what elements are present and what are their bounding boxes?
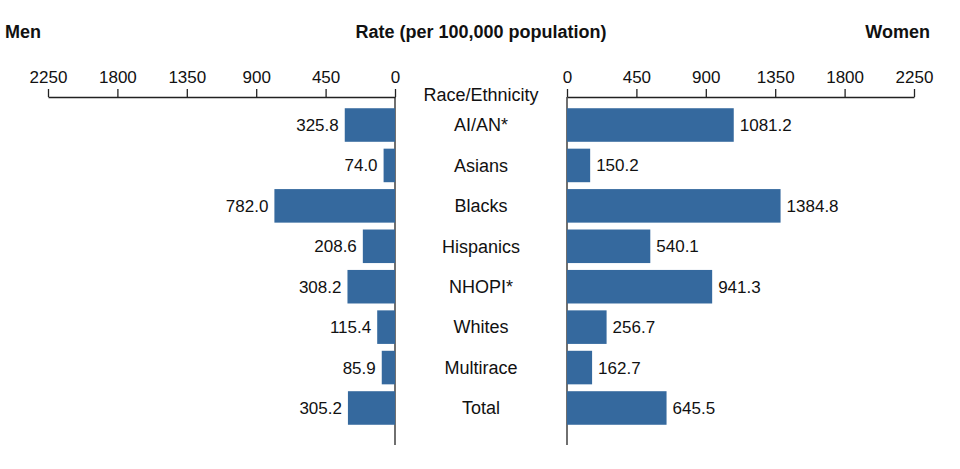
category-label: Hispanics bbox=[442, 237, 520, 257]
bar bbox=[347, 270, 395, 304]
category-label: Multirace bbox=[444, 358, 517, 378]
data-label: 782.0 bbox=[226, 197, 269, 216]
bar bbox=[567, 391, 667, 425]
data-label: 85.9 bbox=[343, 359, 376, 378]
tick: 2250 bbox=[30, 68, 68, 97]
tick-mark bbox=[325, 89, 326, 97]
tick-mark bbox=[48, 89, 49, 97]
bar bbox=[274, 189, 395, 223]
data-label: 325.8 bbox=[296, 116, 339, 135]
tick-label: 0 bbox=[563, 68, 572, 87]
bars bbox=[274, 108, 395, 425]
tick: 900 bbox=[243, 68, 271, 97]
panel-title: Women bbox=[865, 22, 930, 42]
bar bbox=[345, 108, 395, 142]
tick-label: 450 bbox=[623, 68, 651, 87]
bar bbox=[382, 351, 395, 385]
category-label: Asians bbox=[454, 156, 508, 176]
category-label: NHOPI* bbox=[449, 277, 513, 297]
tick: 1800 bbox=[99, 68, 137, 97]
data-label: 941.3 bbox=[718, 278, 761, 297]
tick: 0 bbox=[563, 68, 572, 97]
tick-mark bbox=[844, 89, 845, 97]
data-label: 645.5 bbox=[673, 399, 716, 418]
panel-title: Men bbox=[5, 22, 41, 42]
bar bbox=[348, 391, 395, 425]
data-label: 1081.2 bbox=[740, 116, 792, 135]
tick-label: 0 bbox=[391, 68, 400, 87]
data-labels: 1081.2 150.2 1384.8 540.1 941.3 256.7 162.7 645… bbox=[596, 116, 838, 418]
data-label: 162.7 bbox=[598, 359, 641, 378]
tick-label: 1800 bbox=[99, 68, 137, 87]
data-label: 540.1 bbox=[656, 237, 699, 256]
tick: 1350 bbox=[757, 68, 795, 97]
tick-mark bbox=[706, 89, 707, 97]
axis-line bbox=[568, 97, 915, 98]
tick-mark bbox=[914, 89, 915, 97]
tick: 450 bbox=[312, 68, 340, 97]
tick: 1800 bbox=[826, 68, 864, 97]
bar bbox=[567, 310, 607, 344]
tick: 900 bbox=[692, 68, 720, 97]
category-label: Blacks bbox=[454, 196, 507, 216]
tick-label: 1800 bbox=[826, 68, 864, 87]
data-label: 74.0 bbox=[344, 156, 377, 175]
data-label: 308.2 bbox=[299, 278, 342, 297]
tick: 2250 bbox=[896, 68, 934, 97]
bar bbox=[567, 230, 650, 264]
tick-label: 1350 bbox=[168, 68, 206, 87]
axis-line bbox=[49, 97, 396, 98]
category-label: Whites bbox=[453, 317, 508, 337]
tick-mark bbox=[775, 89, 776, 97]
data-label: 115.4 bbox=[330, 318, 371, 337]
tick: 1350 bbox=[168, 68, 206, 97]
bar bbox=[567, 149, 590, 183]
category-labels: AI/AN* Asians Blacks Hispanics NHOPI* Whites M… bbox=[442, 115, 520, 418]
chart: Men Women Rate (per 100,000 population) Rac… bbox=[0, 0, 960, 469]
data-label: 208.6 bbox=[314, 237, 357, 256]
bar bbox=[384, 149, 395, 183]
bars bbox=[567, 108, 781, 425]
axis-title: Race/Ethnicity bbox=[423, 85, 538, 105]
tick-mark bbox=[117, 89, 118, 97]
bar bbox=[567, 270, 712, 304]
data-labels: 325.8 74.0 782.0 208.6 308.2 115.4 85.9 305.2 bbox=[226, 116, 378, 418]
tick-mark bbox=[636, 89, 637, 97]
bar bbox=[567, 108, 734, 142]
x-axis: 0 450 900 1350 1800 2250 bbox=[30, 68, 401, 98]
tick: 0 bbox=[391, 68, 400, 97]
tick-label: 900 bbox=[692, 68, 720, 87]
data-label: 150.2 bbox=[596, 156, 639, 175]
tick-label: 900 bbox=[243, 68, 271, 87]
data-label: 256.7 bbox=[613, 318, 656, 337]
bar bbox=[567, 351, 592, 385]
x-axis: 0 450 900 1350 1800 2250 bbox=[563, 68, 934, 98]
tick-mark bbox=[187, 89, 188, 97]
tick-mark bbox=[256, 89, 257, 97]
category-label: AI/AN* bbox=[454, 115, 508, 135]
tick: 450 bbox=[623, 68, 651, 97]
tick-label: 2250 bbox=[30, 68, 68, 87]
tick-mark bbox=[567, 89, 568, 97]
tick-label: 450 bbox=[312, 68, 340, 87]
axis-title: Rate (per 100,000 population) bbox=[355, 22, 606, 42]
data-label: 1384.8 bbox=[787, 197, 839, 216]
bar bbox=[567, 189, 781, 223]
tick-label: 1350 bbox=[757, 68, 795, 87]
data-label: 305.2 bbox=[299, 399, 342, 418]
bar bbox=[377, 310, 395, 344]
tick-mark bbox=[395, 89, 396, 97]
tick-label: 2250 bbox=[896, 68, 934, 87]
bar bbox=[363, 230, 395, 264]
category-label: Total bbox=[462, 398, 500, 418]
